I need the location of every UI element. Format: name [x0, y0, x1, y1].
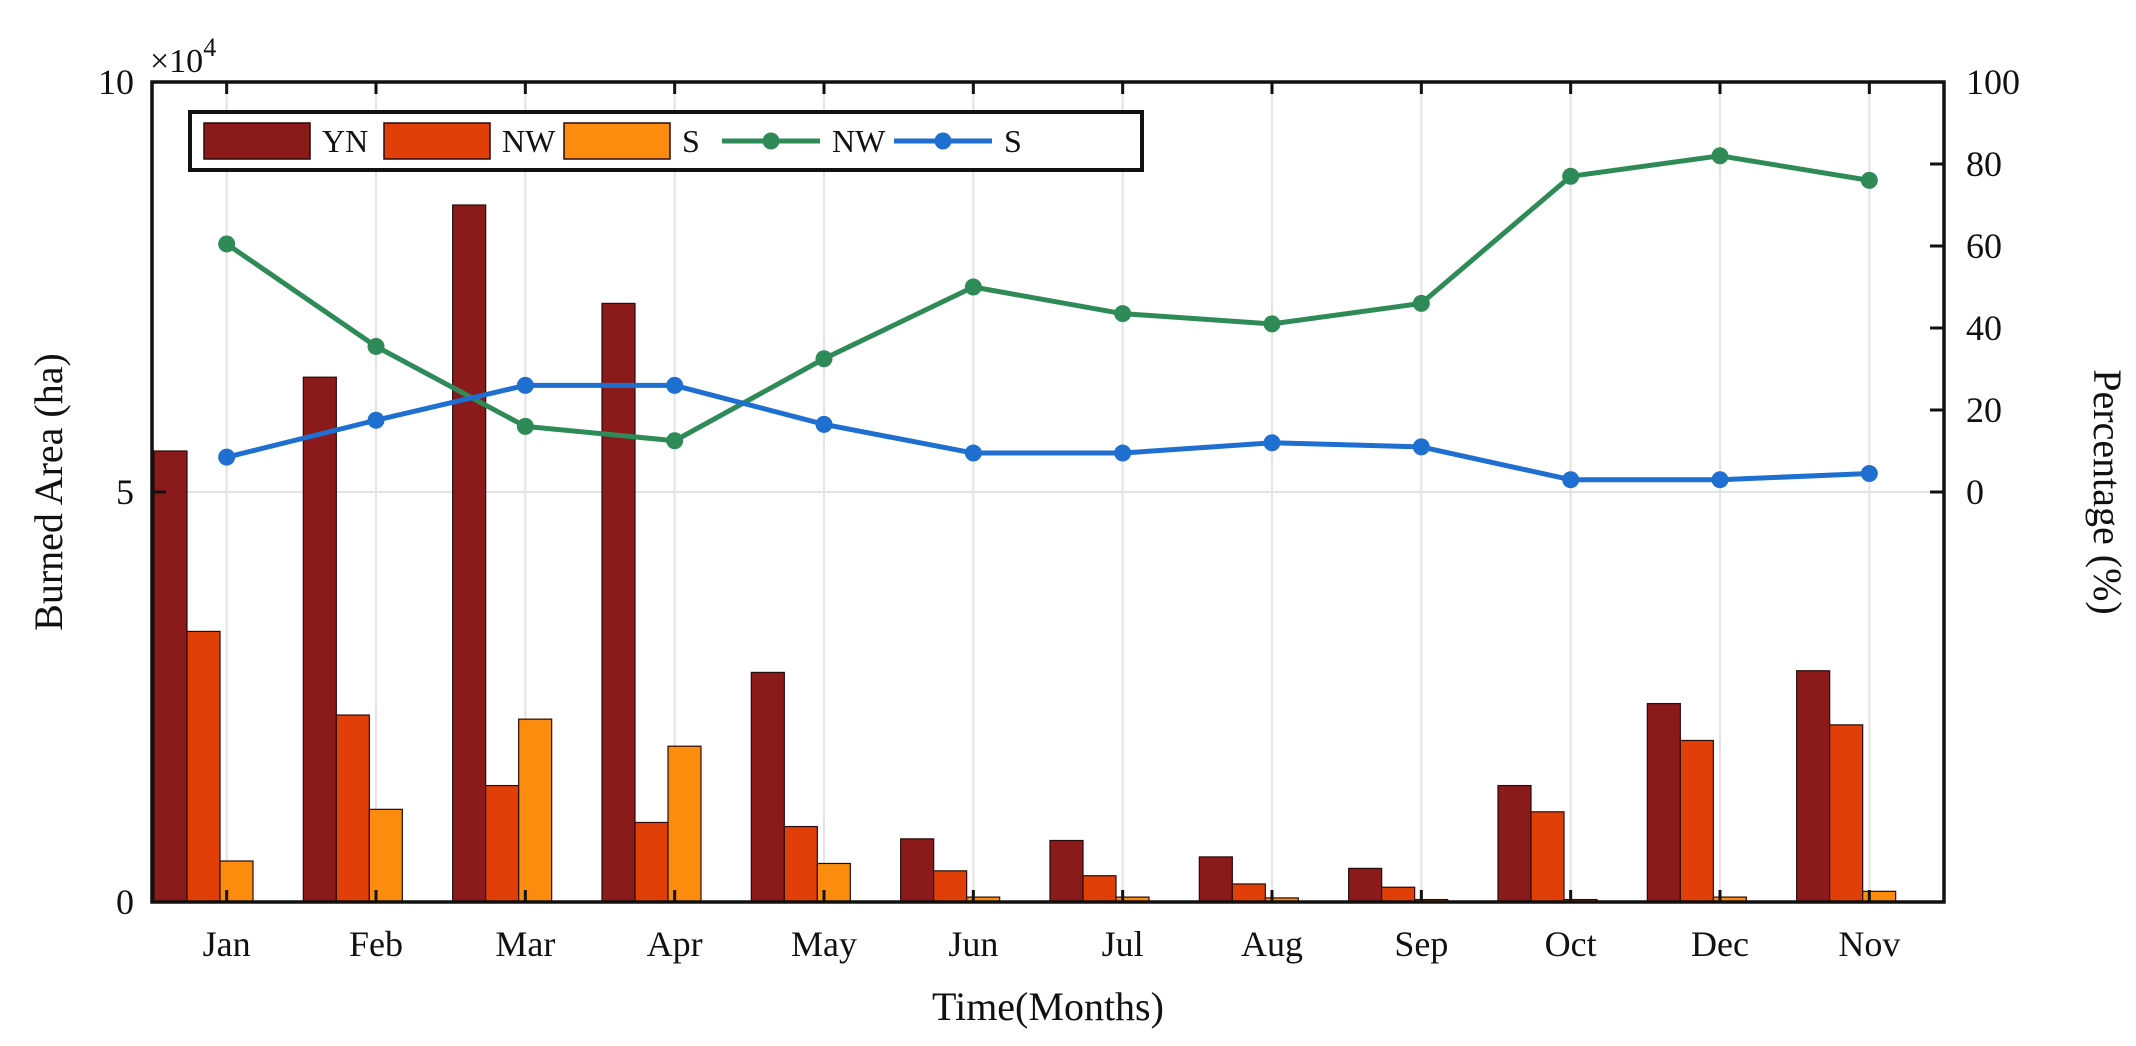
bar-nw-may — [783, 825, 818, 903]
line-s-pct — [226, 382, 1870, 483]
bar-nw-jun — [933, 870, 968, 903]
x-tick-label-feb: Feb — [349, 924, 403, 964]
x-tick-label-mar: Mar — [495, 924, 555, 964]
bar-nw-sep — [1381, 886, 1416, 903]
bar-s-may — [816, 862, 851, 903]
legend-swatch-s-bar — [563, 122, 671, 160]
bar-nw-jan — [186, 630, 221, 903]
legend-marker-s-line — [934, 132, 952, 150]
legend-swatch-yn-bar — [203, 122, 311, 160]
y-left-tick-label-10: 10 — [98, 62, 134, 102]
bar-s-mar — [518, 718, 553, 903]
bar-nw-mar — [485, 784, 520, 903]
bar-yn-jul — [1049, 839, 1084, 903]
x-tick-label-dec: Dec — [1691, 924, 1749, 964]
bar-nw-apr — [634, 821, 669, 903]
bar-nw-nov — [1829, 724, 1864, 903]
bar-yn-oct — [1497, 784, 1532, 903]
legend-label-s-line: S — [1004, 123, 1022, 159]
y-left-tick-label-5: 5 — [116, 472, 134, 512]
line-nw-pct — [225, 153, 1870, 444]
lines — [218, 147, 1878, 489]
bar-yn-may — [750, 671, 785, 903]
x-tick-label-aug: Aug — [1241, 924, 1303, 964]
point-s-pct-apr — [666, 376, 684, 394]
point-s-pct-jan — [218, 448, 236, 466]
point-nw-pct-jul — [1114, 305, 1132, 323]
bar-yn-jan — [153, 450, 188, 903]
bar-yn-apr — [601, 302, 636, 903]
point-nw-pct-dec — [1711, 147, 1729, 165]
legend-label-nw-bar: NW — [502, 123, 556, 159]
point-nw-pct-feb — [367, 337, 385, 355]
point-nw-pct-nov — [1860, 171, 1878, 189]
x-tick-label-apr: Apr — [647, 924, 703, 964]
point-s-pct-sep — [1412, 438, 1430, 456]
y-multiplier-base: ×10 — [150, 43, 203, 80]
legend-label-nw-line: NW — [832, 123, 886, 159]
point-nw-pct-sep — [1412, 294, 1430, 312]
x-tick-label-sep: Sep — [1394, 924, 1448, 964]
bar-nw-feb — [335, 714, 370, 903]
point-s-pct-jun — [964, 444, 982, 462]
x-tick-label-oct: Oct — [1545, 924, 1597, 964]
y-left-tick-label-0: 0 — [116, 882, 134, 922]
bar-yn-sep — [1348, 867, 1383, 903]
y-right-tick-label-20: 20 — [1966, 390, 2002, 430]
y-right-tick-label-100: 100 — [1966, 62, 2020, 102]
x-axis-label: Time(Months) — [932, 984, 1164, 1029]
point-s-pct-may — [815, 415, 833, 433]
point-nw-pct-jan — [218, 235, 236, 253]
y-axis-label-left: Burned Area (ha) — [26, 353, 71, 631]
bar-nw-jul — [1082, 875, 1117, 903]
y-multiplier: ×104 — [150, 33, 216, 80]
axes: Jan Feb Mar Apr May Jun Jul Aug Sep Oct Dec Nov 0 5 10… — [98, 62, 2020, 964]
point-nw-pct-aug — [1263, 315, 1281, 333]
y-right-tick-label-40: 40 — [1966, 308, 2002, 348]
point-nw-pct-jun — [964, 278, 982, 296]
grid — [152, 82, 1944, 902]
legend-marker-nw-line — [762, 132, 780, 150]
point-nw-pct-mar — [516, 417, 534, 435]
point-nw-pct-may — [815, 350, 833, 368]
y-right-tick-label-60: 60 — [1966, 226, 2002, 266]
bar-yn-aug — [1198, 856, 1233, 903]
bars — [153, 204, 1897, 903]
point-s-pct-nov — [1860, 465, 1878, 483]
bar-s-feb — [368, 808, 403, 903]
point-s-pct-feb — [367, 411, 385, 429]
bar-s-jan — [219, 860, 254, 903]
point-s-pct-aug — [1263, 434, 1281, 452]
legend-label-yn-bar: YN — [322, 123, 368, 159]
x-tick-label-jan: Jan — [203, 924, 251, 964]
y-right-tick-label-0: 0 — [1966, 472, 1984, 512]
point-nw-pct-apr — [666, 432, 684, 450]
bar-yn-nov — [1796, 670, 1831, 903]
point-s-pct-oct — [1562, 471, 1580, 489]
x-tick-label-may: May — [791, 924, 857, 964]
y-right-tick-label-80: 80 — [1966, 144, 2002, 184]
bar-nw-aug — [1231, 883, 1266, 903]
bar-yn-dec — [1646, 702, 1681, 903]
x-tick-label-nov: Nov — [1838, 924, 1900, 964]
bar-yn-mar — [452, 204, 487, 903]
bar-nw-dec — [1679, 739, 1714, 903]
bar-yn-jun — [900, 838, 935, 903]
legend: YN NW S NW S — [188, 110, 1144, 172]
point-s-pct-dec — [1711, 471, 1729, 489]
point-nw-pct-oct — [1562, 167, 1580, 185]
point-s-pct-jul — [1114, 444, 1132, 462]
y-multiplier-exponent: 4 — [203, 33, 216, 62]
legend-swatch-nw-bar — [383, 122, 491, 160]
legend-label-s-bar: S — [682, 123, 700, 159]
point-s-pct-mar — [516, 376, 534, 394]
x-tick-label-jun: Jun — [948, 924, 998, 964]
bar-yn-feb — [302, 376, 337, 903]
bar-nw-oct — [1530, 811, 1565, 903]
y-axis-label-right: Percentage (%) — [2085, 369, 2130, 614]
x-tick-label-jul: Jul — [1102, 924, 1144, 964]
bar-s-apr — [667, 745, 702, 903]
